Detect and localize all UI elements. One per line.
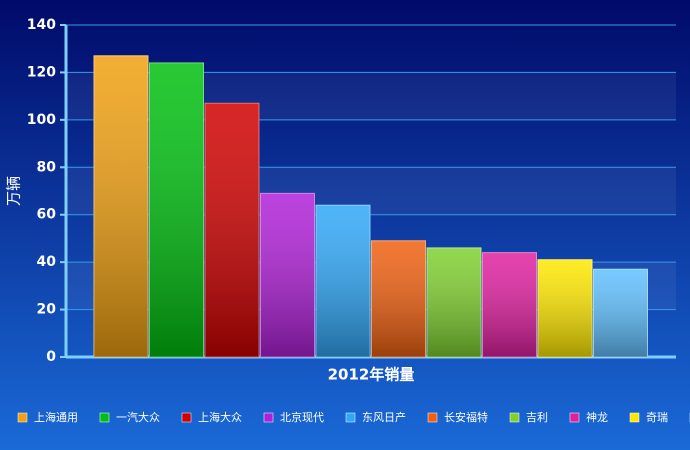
legend-swatch bbox=[181, 412, 192, 423]
y-tick-label: 100 bbox=[27, 112, 56, 128]
y-tick-label: 120 bbox=[27, 64, 56, 80]
legend-swatch bbox=[427, 412, 438, 423]
y-tick-label: 140 bbox=[27, 17, 56, 33]
bar-shade bbox=[204, 102, 260, 358]
legend-swatch bbox=[509, 412, 520, 423]
bar-shade bbox=[593, 268, 648, 358]
legend-label: 上海大众 bbox=[198, 410, 242, 424]
legend-label: 吉利 bbox=[526, 411, 548, 424]
legend-swatch bbox=[629, 412, 640, 423]
legend-swatch bbox=[17, 412, 28, 423]
legend-swatch bbox=[263, 412, 274, 423]
bar-shade bbox=[149, 62, 204, 358]
y-tick-label: 0 bbox=[46, 349, 56, 365]
bar-shade bbox=[260, 192, 315, 358]
legend-swatch bbox=[99, 412, 110, 423]
legend-swatch bbox=[345, 412, 356, 423]
y-tick-label: 20 bbox=[37, 302, 57, 318]
y-tick-label: 80 bbox=[37, 159, 57, 175]
bar-shade bbox=[537, 259, 593, 358]
legend-label: 北京现代 bbox=[280, 410, 324, 424]
legend-label: 神龙 bbox=[586, 410, 608, 424]
legend-label: 东风日产 bbox=[362, 410, 406, 424]
y-tick-label: 40 bbox=[37, 254, 57, 270]
bar-shade bbox=[93, 55, 149, 358]
bar-shade bbox=[426, 247, 482, 358]
legend-label: 奇瑞 bbox=[646, 410, 668, 424]
bar-shade bbox=[315, 204, 371, 358]
legend-label: 上海通用 bbox=[34, 410, 78, 424]
legend-label: 长安福特 bbox=[444, 410, 488, 424]
legend-label: 一汽大众 bbox=[116, 410, 160, 424]
y-tick-label: 60 bbox=[37, 207, 57, 223]
legend-swatch bbox=[569, 412, 580, 423]
bar-shade bbox=[482, 252, 537, 358]
x-tick-label: 2012年销量 bbox=[328, 366, 415, 384]
bar-shade bbox=[371, 240, 426, 358]
y-axis-label: 万辆 bbox=[5, 176, 23, 206]
